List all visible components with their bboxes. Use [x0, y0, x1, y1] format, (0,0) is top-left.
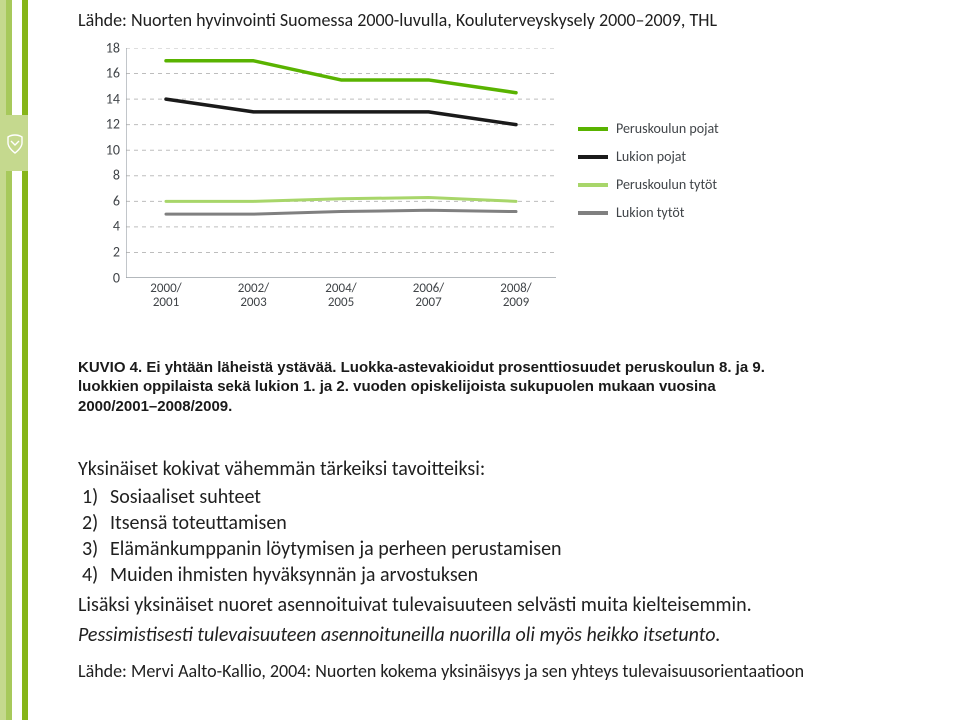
legend-swatch [578, 211, 608, 215]
x-tick-label: 2004/2005 [311, 282, 371, 311]
y-tick-label: 12 [106, 116, 120, 133]
y-tick-label: 16 [106, 65, 120, 82]
list-item-number: 1) [82, 484, 110, 510]
chart-legend: Peruskoulun pojat Lukion pojat Peruskoulun… [578, 118, 778, 230]
list-item-text: Elämänkumppanin löytymisen ja perheen pe… [110, 537, 562, 561]
series-line [166, 197, 516, 201]
list-item: 3)Elämänkumppanin löytymisen ja perheen … [82, 536, 908, 562]
top-source-text: Lähde: Nuorten hyvinvointi Suomessa 2000… [78, 10, 940, 32]
list-item-number: 3) [82, 536, 110, 562]
list-item-text: Muiden ihmisten hyväksynnän ja arvostuks… [110, 563, 478, 587]
legend-item: Peruskoulun pojat [578, 118, 778, 140]
series-line [166, 210, 516, 214]
list-item-text: Itsensä toteuttamisen [110, 511, 287, 535]
list-item-text: Sosiaaliset suhteet [110, 485, 261, 509]
series-line [166, 60, 516, 92]
x-tick-label: 2008/2009 [486, 282, 546, 311]
y-tick-label: 8 [113, 167, 120, 184]
body-lead: Yksinäiset kokivat vähemmän tärkeiksi ta… [78, 456, 908, 482]
bottom-source-text: Lähde: Mervi Aalto-Kallio, 2004: Nuorten… [78, 660, 940, 682]
body-after-1: Lisäksi yksinäiset nuoret asennoituivat … [78, 592, 908, 618]
x-tick-label: 2002/2003 [224, 282, 284, 311]
chart-figure: 024681012141618 2000/20012002/20032004/2… [78, 48, 828, 417]
list-item: 4)Muiden ihmisten hyväksynnän ja arvostu… [82, 562, 908, 588]
y-tick-label: 14 [106, 90, 120, 107]
legend-swatch [578, 155, 608, 159]
legend-item: Lukion pojat [578, 146, 778, 168]
legend-swatch [578, 127, 608, 131]
left-ornament-stripe [0, 0, 30, 720]
body-text-block: Yksinäiset kokivat vähemmän tärkeiksi ta… [78, 456, 908, 648]
legend-item: Peruskoulun tytöt [578, 174, 778, 196]
legend-item: Lukion tytöt [578, 202, 778, 224]
figure-caption: KUVIO 4. Ei yhtään läheistä ystävää. Luo… [78, 358, 778, 417]
legend-label: Peruskoulun pojat [616, 120, 719, 137]
list-item: 1)Sosiaaliset suhteet [82, 484, 908, 510]
y-tick-label: 18 [106, 39, 120, 56]
legend-label: Lukion pojat [616, 148, 686, 165]
shield-emblem [0, 115, 30, 171]
shield-icon [4, 133, 26, 155]
y-tick-label: 4 [113, 218, 120, 235]
body-list: 1)Sosiaaliset suhteet2)Itsensä toteuttam… [82, 484, 908, 588]
y-tick-label: 6 [113, 192, 120, 209]
list-item-number: 4) [82, 562, 110, 588]
body-after-2: Pessimistisesti tulevaisuuteen asennoitu… [78, 622, 908, 648]
y-tick-label: 0 [113, 269, 120, 286]
y-tick-label: 10 [106, 141, 120, 158]
x-tick-label: 2006/2007 [399, 282, 459, 311]
list-item: 2)Itsensä toteuttamisen [82, 510, 908, 536]
series-line [166, 99, 516, 125]
line-chart-svg [126, 48, 556, 278]
list-item-number: 2) [82, 510, 110, 536]
x-tick-label: 2000/2001 [136, 282, 196, 311]
legend-label: Peruskoulun tytöt [616, 176, 717, 193]
legend-label: Lukion tytöt [616, 204, 684, 221]
y-tick-label: 2 [113, 244, 120, 261]
legend-swatch [578, 183, 608, 187]
